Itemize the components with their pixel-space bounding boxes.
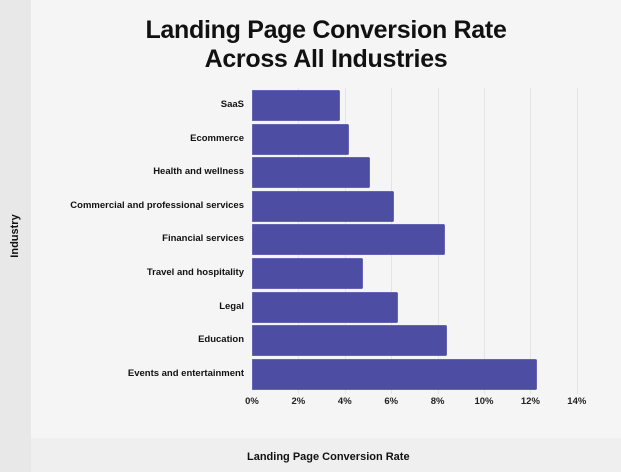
bar xyxy=(252,291,399,323)
x-axis-label-strip: Landing Page Conversion Rate xyxy=(31,438,621,472)
bar xyxy=(252,224,445,256)
x-tick-label: 0% xyxy=(245,396,259,407)
gridline xyxy=(576,88,578,394)
category-label: Commercial and professional services xyxy=(70,199,244,211)
x-tick-label: 6% xyxy=(384,396,399,407)
category-label: Health and wellness xyxy=(153,166,244,178)
chart-title-line-2: Across All Industries xyxy=(204,45,448,73)
x-tick-label: 12% xyxy=(520,396,540,407)
bar xyxy=(252,358,538,390)
category-label: SaaS xyxy=(220,99,244,110)
x-tick-label: 14% xyxy=(567,396,587,407)
bar xyxy=(252,123,350,155)
category-label: Events and entertainment xyxy=(127,367,244,379)
bar xyxy=(252,258,364,289)
category-label: Ecommerce xyxy=(190,132,244,144)
bar xyxy=(252,90,341,121)
bar xyxy=(252,325,447,357)
x-tick-label: 8% xyxy=(430,396,445,407)
bar xyxy=(252,157,371,189)
x-axis-title: Landing Page Conversion Rate xyxy=(247,451,410,463)
chart-title: Landing Page Conversion Rate Across All … xyxy=(31,16,621,74)
category-label: Legal xyxy=(219,300,244,312)
plot-area xyxy=(252,88,582,394)
y-axis-label-strip: Industry xyxy=(0,0,31,472)
gridline xyxy=(530,88,532,394)
category-label: Education xyxy=(198,334,244,346)
bar xyxy=(252,190,394,222)
gridline xyxy=(484,88,485,394)
category-label: Financial services xyxy=(162,233,244,245)
chart-title-line-1: Landing Page Conversion Rate xyxy=(145,16,507,44)
category-label: Travel and hospitality xyxy=(146,267,244,278)
x-tick-label: 10% xyxy=(474,396,494,407)
x-tick-label: 4% xyxy=(337,396,352,407)
x-tick-label: 2% xyxy=(291,396,306,407)
